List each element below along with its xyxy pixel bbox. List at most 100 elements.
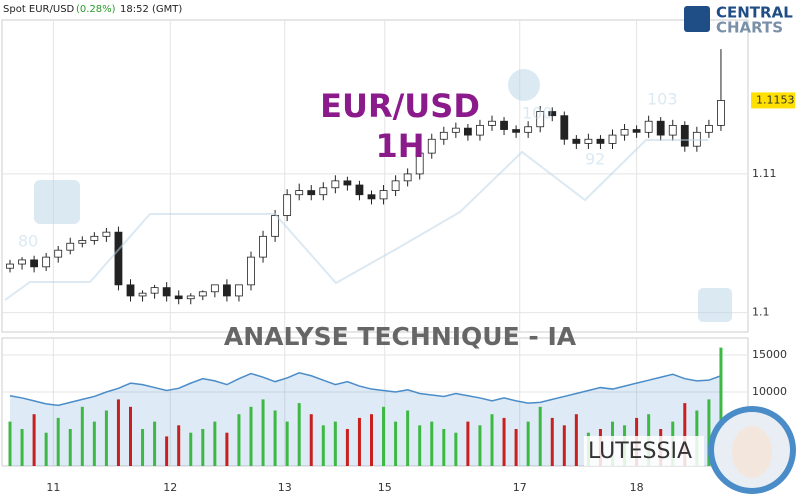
candle-body — [524, 126, 533, 133]
volume-bar — [56, 417, 60, 466]
candle-body — [488, 120, 496, 126]
volume-bar — [297, 403, 301, 466]
volume-bar — [153, 421, 157, 466]
candle-body — [632, 129, 641, 133]
candle-body — [512, 129, 520, 133]
candle-body — [367, 194, 376, 200]
candle-body — [54, 249, 63, 258]
x-tick-label: 12 — [163, 481, 177, 494]
volume-bar — [719, 347, 723, 466]
candle-body — [90, 235, 99, 241]
volume-bar — [514, 429, 518, 466]
change: (0.28%) — [76, 4, 116, 15]
x-tick-label: 13 — [278, 481, 292, 494]
volume-bar — [261, 399, 265, 466]
volume-bar — [68, 429, 72, 466]
candle-body — [42, 256, 51, 268]
candle-body — [114, 231, 123, 286]
volume-area — [10, 372, 721, 466]
volume-bar — [357, 417, 361, 466]
volume-line — [9, 371, 722, 407]
candle-body — [247, 256, 255, 286]
volume-bar — [382, 406, 386, 466]
y-tick-label: 10000 — [752, 385, 787, 398]
volume-bar — [44, 432, 48, 466]
volume-bar — [370, 414, 373, 466]
candle-body — [536, 111, 545, 128]
candle-body — [596, 138, 605, 144]
x-tick-label: 15 — [378, 481, 392, 494]
candle-body — [451, 127, 460, 133]
candle-body — [283, 194, 292, 216]
volume-bar — [8, 421, 12, 466]
candle-body — [222, 284, 231, 297]
candle-body — [78, 240, 87, 244]
candle-body — [198, 291, 207, 297]
candle-body — [584, 138, 593, 144]
volume-bar — [213, 421, 217, 466]
brand-name: LUTESSIA — [588, 439, 692, 464]
volume-bar — [177, 425, 181, 466]
candle-body — [403, 173, 412, 182]
volume-bar — [104, 410, 108, 466]
candle-body — [30, 259, 39, 268]
y-tick-label: 1.11 — [752, 167, 777, 180]
candle-body — [186, 295, 195, 300]
last-price-box — [751, 92, 795, 109]
symbol: Spot EUR/USD — [3, 4, 75, 15]
watermark-label: 100 — [522, 104, 553, 123]
x-tick-label: 17 — [513, 481, 527, 494]
volume-bar — [249, 406, 253, 466]
volume-bar — [80, 406, 84, 466]
volume-bar — [116, 399, 120, 466]
volume-bar — [538, 406, 542, 466]
time: 18:52 (GMT) — [120, 4, 182, 15]
candle-body — [415, 152, 424, 175]
candle-body — [66, 242, 75, 251]
candle-body — [343, 180, 352, 186]
candle-body — [138, 292, 147, 297]
volume-bar — [442, 429, 446, 466]
watermark-icon — [34, 180, 80, 224]
volume-bar — [490, 414, 494, 466]
candle-body — [644, 120, 653, 133]
avatar-face — [732, 426, 772, 478]
watermark-line — [4, 139, 708, 301]
candle-body — [331, 180, 340, 189]
candle-body — [572, 138, 581, 144]
logo-text: CHARTS — [716, 19, 783, 37]
volume-bar — [92, 421, 96, 466]
volume-bar — [683, 403, 687, 466]
candle-body — [210, 284, 219, 293]
volume-bar — [574, 414, 578, 466]
candle-body — [307, 190, 316, 196]
logo-text: CENTRAL — [716, 4, 793, 22]
candle-body — [271, 215, 280, 237]
candle-body — [259, 235, 267, 258]
volume-bar — [394, 421, 398, 466]
candle-body — [18, 259, 26, 265]
volume-bar — [707, 399, 711, 466]
volume-bar — [237, 414, 241, 466]
candle-body — [102, 231, 111, 237]
volume-bar — [526, 421, 530, 466]
candle-body — [463, 127, 472, 136]
volume-bar — [201, 429, 205, 466]
volume-bar — [562, 425, 566, 466]
candle-body — [560, 115, 569, 140]
x-tick-label: 18 — [630, 481, 644, 494]
candle-body — [162, 287, 171, 297]
volume-bar — [20, 429, 24, 466]
chart-title: EUR/USD — [320, 87, 480, 125]
candle-body — [174, 295, 183, 300]
volume-bar — [478, 425, 482, 466]
candle-body — [379, 190, 388, 200]
volume-bar — [32, 414, 36, 466]
candle-body — [355, 184, 364, 196]
watermark-label: 103 — [647, 90, 678, 109]
last-price: 1.1153 — [756, 93, 795, 106]
volume-bar — [454, 432, 458, 466]
candle-body — [705, 124, 713, 133]
volume-bar — [502, 417, 506, 466]
